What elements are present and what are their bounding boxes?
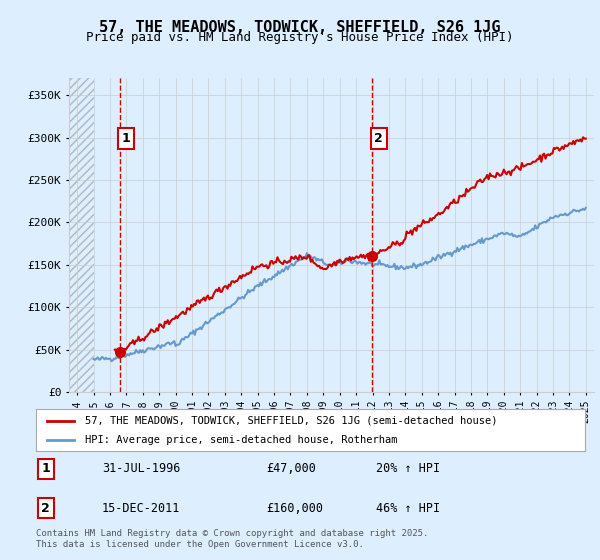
Text: 20% ↑ HPI: 20% ↑ HPI <box>376 463 440 475</box>
Text: 2: 2 <box>374 132 383 145</box>
Text: Price paid vs. HM Land Registry's House Price Index (HPI): Price paid vs. HM Land Registry's House … <box>86 31 514 44</box>
Text: Contains HM Land Registry data © Crown copyright and database right 2025.
This d: Contains HM Land Registry data © Crown c… <box>36 529 428 549</box>
Text: £47,000: £47,000 <box>266 463 316 475</box>
Text: 57, THE MEADOWS, TODWICK, SHEFFIELD, S26 1JG (semi-detached house): 57, THE MEADOWS, TODWICK, SHEFFIELD, S26… <box>85 416 498 426</box>
Text: £160,000: £160,000 <box>266 502 323 515</box>
Text: 1: 1 <box>41 463 50 475</box>
Text: 46% ↑ HPI: 46% ↑ HPI <box>376 502 440 515</box>
Bar <box>69 78 94 392</box>
Text: 31-JUL-1996: 31-JUL-1996 <box>102 463 180 475</box>
Text: 57, THE MEADOWS, TODWICK, SHEFFIELD, S26 1JG: 57, THE MEADOWS, TODWICK, SHEFFIELD, S26… <box>99 20 501 35</box>
Text: 15-DEC-2011: 15-DEC-2011 <box>102 502 180 515</box>
Text: 2: 2 <box>41 502 50 515</box>
Text: HPI: Average price, semi-detached house, Rotherham: HPI: Average price, semi-detached house,… <box>85 435 398 445</box>
Text: 1: 1 <box>122 132 131 145</box>
